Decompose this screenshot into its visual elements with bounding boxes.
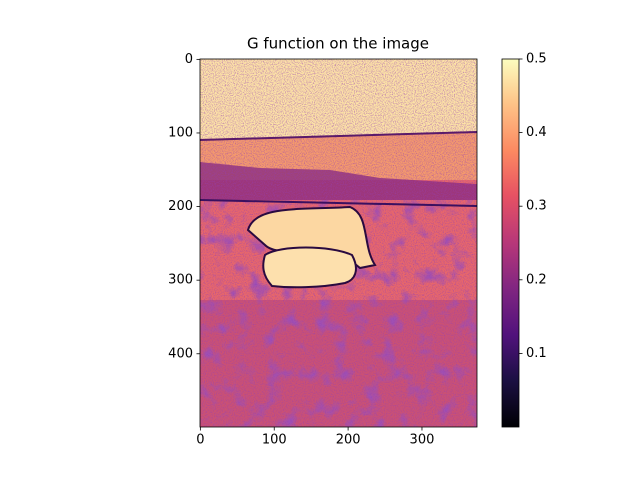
colorbar <box>502 59 519 427</box>
axes-frame <box>199 58 478 428</box>
y-tick-label: 100 <box>168 125 193 140</box>
x-tick-label: 0 <box>196 433 204 448</box>
colorbar-tick-label: 0.5 <box>526 52 547 67</box>
colorbar-tick-label: 0.2 <box>526 272 547 287</box>
colorbar-frame <box>501 58 520 428</box>
colorbar-tick-label: 0.1 <box>526 346 547 361</box>
chart-title: G function on the image <box>247 35 429 53</box>
image <box>200 59 477 427</box>
y-tick-label: 400 <box>168 346 193 361</box>
colorbar-tick-label: 0.4 <box>526 125 547 140</box>
x-tick-label: 100 <box>262 433 287 448</box>
y-tick-label: 200 <box>168 199 193 214</box>
y-tick-label: 300 <box>168 273 193 288</box>
x-tick-label: 200 <box>336 433 361 448</box>
x-tick-label: 300 <box>410 433 435 448</box>
y-tick-label: 0 <box>185 52 193 67</box>
colorbar-tick-label: 0.3 <box>526 199 547 214</box>
